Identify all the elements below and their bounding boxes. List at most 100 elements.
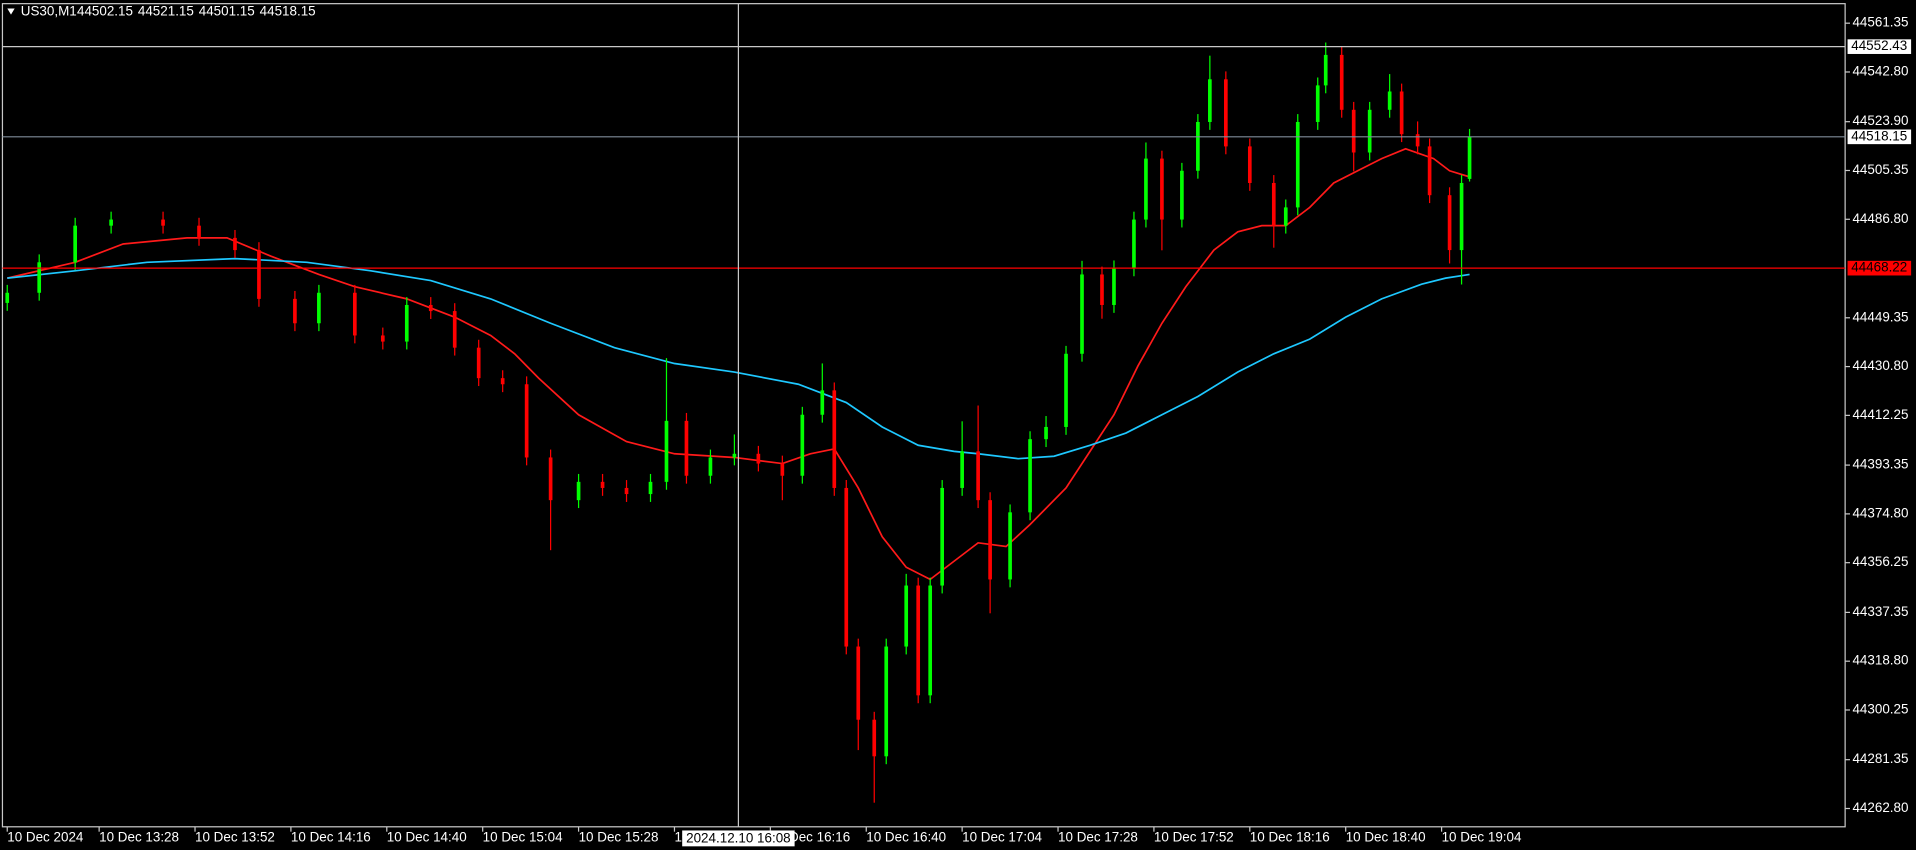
y-tick-label: 44412.25 [1852, 407, 1908, 422]
x-tick-label: 10 Dec 17:04 [962, 829, 1042, 844]
candle-body [476, 347, 481, 379]
x-tick-label: 10 Dec 17:28 [1058, 829, 1138, 844]
candle-body [708, 457, 713, 476]
candle-body [1112, 268, 1116, 305]
candle-body [233, 237, 237, 251]
candle-body [1132, 219, 1136, 269]
candle-body [928, 585, 933, 696]
candle-body [452, 311, 457, 348]
candle-body [5, 292, 10, 303]
y-tick-label: 44318.80 [1852, 653, 1908, 668]
candle-body [1247, 146, 1252, 183]
symbol: US30,M1 [21, 4, 77, 19]
candle-body [884, 646, 889, 757]
y-tick-label: 44523.90 [1852, 113, 1908, 128]
candle-body [904, 585, 909, 647]
candle-body [1100, 274, 1104, 305]
candle-body [548, 457, 553, 501]
y-tick-label: 44561.35 [1852, 15, 1908, 30]
x-tick-label: 10 Dec 2024 [7, 829, 84, 844]
candle-body [976, 451, 980, 501]
candle-body [353, 292, 357, 336]
candle-body [624, 487, 629, 495]
x-tick-label: 10 Dec 17:52 [1154, 829, 1234, 844]
candle-body [844, 487, 849, 647]
candle-body [1283, 207, 1288, 226]
candle-body [960, 451, 964, 488]
candle-body [1339, 54, 1344, 110]
y-tick-label: 44300.25 [1852, 702, 1908, 717]
price-label-box [1847, 260, 1912, 276]
x-tick-label: 10 Dec 19:04 [1442, 829, 1522, 844]
candle-body [1427, 146, 1432, 196]
ohlc-value: 44521.15 [138, 4, 194, 19]
candle-body [500, 378, 505, 385]
moving-average [7, 257, 1470, 460]
y-tick-label: 44356.25 [1852, 554, 1908, 569]
y-tick-label: 44430.80 [1852, 358, 1908, 373]
candle-body [856, 646, 861, 720]
candle-body [820, 390, 825, 415]
candle-body [1008, 512, 1012, 580]
candle-body [1367, 109, 1372, 153]
candle-body [732, 453, 737, 458]
y-tick-label: 44262.80 [1852, 800, 1908, 815]
candle-body [161, 219, 165, 226]
candle-body [1387, 91, 1392, 110]
candle-body [684, 420, 689, 476]
candle-body [940, 487, 944, 586]
candle-body [257, 250, 261, 299]
candle-body [1447, 195, 1452, 251]
candle-body [832, 390, 837, 488]
candle-body [916, 585, 921, 696]
x-tick-label: 10 Dec 13:52 [195, 829, 275, 844]
candle-body [1351, 109, 1356, 153]
x-tick-label: 10 Dec 16:40 [866, 829, 946, 844]
candle-body [1315, 85, 1320, 122]
price-label: 44518.15 [1851, 128, 1907, 143]
y-tick-label: 44449.35 [1852, 309, 1908, 324]
crosshair-label: 2024.12.10 16:08 [686, 831, 791, 846]
candle-body [756, 453, 761, 464]
x-tick-label: 10 Dec 14:16 [291, 829, 371, 844]
candle-body [317, 292, 321, 324]
x-tick-label: 10 Dec 15:04 [483, 829, 563, 844]
candle-body [1180, 170, 1184, 220]
candle-body [988, 500, 992, 580]
candle-body [648, 481, 653, 495]
ohlc-value: 44502.15 [77, 4, 133, 19]
price-label: 44552.43 [1851, 38, 1907, 53]
x-tick-label: 10 Dec 14:40 [387, 829, 467, 844]
y-tick-label: 44505.35 [1852, 162, 1908, 177]
price-label-box [1847, 39, 1912, 54]
candle-body [524, 384, 529, 458]
ohlc-value: 44501.15 [199, 4, 255, 19]
candle-body [1144, 158, 1148, 220]
candle-body [600, 481, 605, 488]
candle-body [404, 304, 409, 342]
x-tick-label: 10 Dec 13:28 [99, 829, 179, 844]
y-tick-label: 44393.35 [1852, 457, 1908, 472]
candle-body [576, 481, 581, 501]
ohlc-value: 44518.15 [260, 4, 316, 19]
candle-body [664, 420, 669, 482]
plot-layer [5, 42, 1472, 803]
menu-arrow[interactable] [7, 8, 15, 15]
candle-body [1467, 136, 1472, 179]
y-tick-label: 44542.80 [1852, 64, 1908, 79]
candle-body [1415, 134, 1420, 147]
candle-body [109, 219, 113, 226]
candle-body [1271, 182, 1276, 226]
candle-body [800, 414, 805, 476]
candle-body [37, 262, 42, 293]
y-tick-label: 44337.35 [1852, 604, 1908, 619]
candle-body [1196, 121, 1200, 171]
y-tick-label: 44486.80 [1852, 211, 1908, 226]
x-tick-label: 10 Dec 18:40 [1346, 829, 1426, 844]
candle-body [380, 335, 385, 342]
candle-body [428, 304, 433, 312]
candle-body [780, 463, 785, 476]
candle-body [1295, 121, 1300, 208]
x-tick-label: 10 Dec 18:16 [1250, 829, 1330, 844]
